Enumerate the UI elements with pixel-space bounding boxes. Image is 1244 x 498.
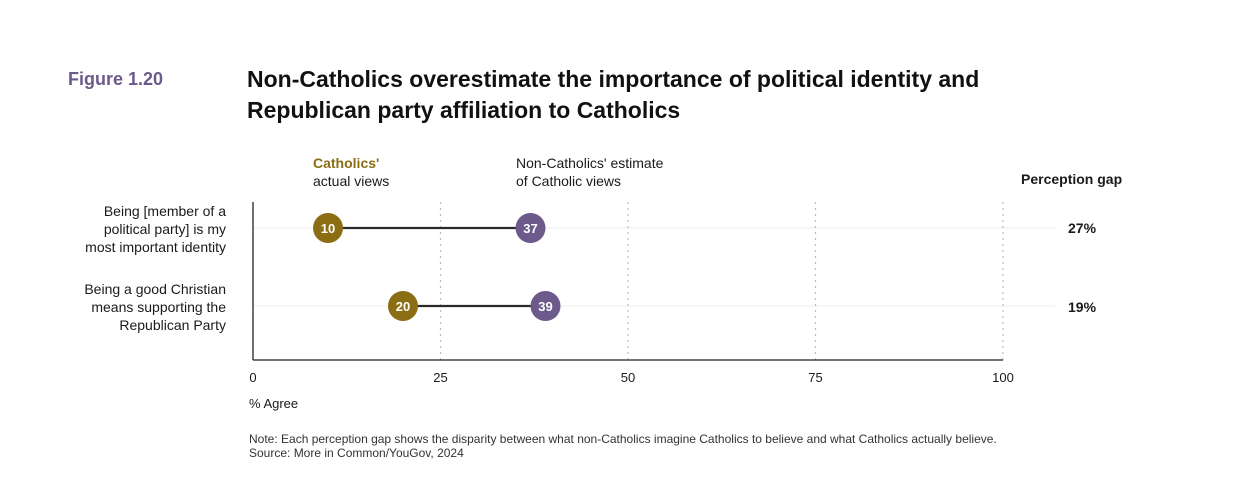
legend-catholics: Catholics' actual views xyxy=(313,154,389,190)
legend-non-catholics-line2: of Catholic views xyxy=(516,173,622,189)
non-catholic-dot xyxy=(530,291,561,321)
row-label-1-line3: most important identity xyxy=(85,239,226,255)
row-label-1-line2: political party] is my xyxy=(103,221,226,237)
figure-label: Figure 1.20 xyxy=(68,69,164,89)
row-label-1: Being [member of a political party] is m… xyxy=(36,202,226,256)
source-text: Source: More in Common/YouGov, 2024 xyxy=(249,446,464,460)
legend-non-catholics-line1: Non-Catholics' estimate xyxy=(516,155,664,171)
catholic-dot xyxy=(388,291,418,321)
row-label-1-line1: Being [member of a xyxy=(103,203,226,219)
catholic-dot-label: 20 xyxy=(396,299,410,314)
legend-catholics-bold: Catholics' xyxy=(313,155,380,171)
x-tick-label: 25 xyxy=(433,370,447,385)
non-catholic-dot-label: 39 xyxy=(538,299,552,314)
x-tick-label: 50 xyxy=(621,370,635,385)
legend-non-catholics: Non-Catholics' estimate of Catholic view… xyxy=(516,154,663,190)
catholic-dot xyxy=(313,213,343,243)
x-tick-label: 100 xyxy=(992,370,1014,385)
x-tick-label: 75 xyxy=(808,370,822,385)
gap-value-2: 19% xyxy=(1068,299,1097,315)
x-axis-title: % Agree xyxy=(249,396,299,411)
chart-title: Non-Catholics overestimate the importanc… xyxy=(247,66,980,123)
row-label-2: Being a good Christian means supporting … xyxy=(36,280,226,334)
note-text: Note: Each perception gap shows the disp… xyxy=(249,432,997,446)
row-label-2-line2: means supporting the xyxy=(91,299,226,315)
legend-catholics-rest: actual views xyxy=(313,173,390,189)
non-catholic-dot-label: 37 xyxy=(523,221,537,236)
row-label-2-line1: Being a good Christian xyxy=(84,281,226,297)
gap-value-1: 27% xyxy=(1068,220,1097,236)
perception-gap-header: Perception gap xyxy=(1021,171,1123,187)
non-catholic-dot xyxy=(515,213,546,243)
row-label-2-line3: Republican Party xyxy=(119,317,226,333)
x-tick-label: 0 xyxy=(249,370,256,385)
catholic-dot-label: 10 xyxy=(321,221,335,236)
chart-note: Note: Each perception gap shows the disp… xyxy=(249,432,1029,460)
